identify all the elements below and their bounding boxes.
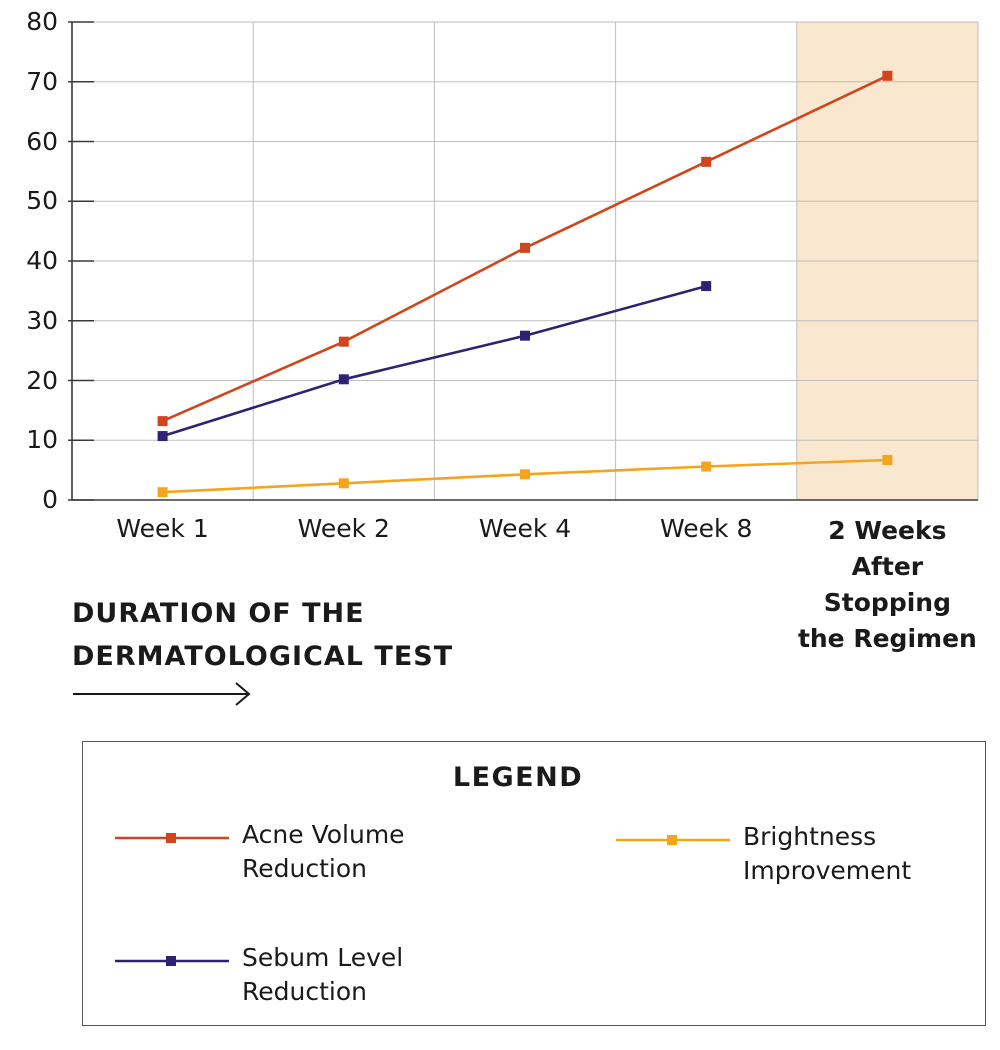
x-axis-title-line-2: DERMATOLOGICAL TEST xyxy=(72,641,454,672)
y-tick-label: 80 xyxy=(26,7,58,36)
x-tick-label: Week 2 xyxy=(297,514,390,543)
x-tick-label-line: the Regimen xyxy=(797,624,977,653)
data-point-acne-volume-reduction xyxy=(882,70,893,81)
y-tick-label: 70 xyxy=(26,66,58,96)
legend-title: LEGEND xyxy=(452,762,584,793)
x-tick-label-line: After xyxy=(851,552,924,581)
y-tick-label: 50 xyxy=(26,186,58,216)
x-tick-label: Week 1 xyxy=(116,514,209,543)
legend-item-acne-volume-reduction: Acne Volume Reduction xyxy=(115,818,495,898)
y-tick-label: 60 xyxy=(26,126,58,156)
legend-label-acne: Acne Volume Reduction xyxy=(242,820,405,883)
legend-item-brightness-improvement: Brightness Improvement xyxy=(616,820,996,900)
y-tick-label: 40 xyxy=(26,246,58,275)
x-axis-title-line-1: DURATION OF THE xyxy=(72,598,365,629)
data-point-brightness-improvement xyxy=(701,461,712,472)
y-tick-label: 30 xyxy=(26,305,58,335)
data-point-brightness-improvement xyxy=(338,478,349,489)
data-point-brightness-improvement xyxy=(882,454,893,465)
legend-swatch-acne xyxy=(115,833,229,843)
data-point-acne-volume-reduction xyxy=(701,156,712,167)
x-tick-label-line: 2 Weeks xyxy=(828,516,947,545)
data-point-acne-volume-reduction xyxy=(338,336,349,347)
y-tick-label: 20 xyxy=(26,365,58,395)
legend-label-sebum: Sebum Level Reduction xyxy=(242,943,404,1006)
x-axis-title: DURATION OF THE DERMATOLOGICAL TEST xyxy=(72,592,492,678)
legend-swatch-brightness xyxy=(616,835,730,845)
y-tick-label: 10 xyxy=(26,425,58,455)
right-arrow-icon xyxy=(73,682,251,706)
line-chart xyxy=(68,21,979,501)
x-tick-label: Week 4 xyxy=(478,514,572,543)
legend-label-brightness: Brightness Improvement xyxy=(743,822,912,885)
legend: LEGEND Acne Volume Reduction Brightness … xyxy=(82,741,986,1026)
data-point-sebum-level-reduction xyxy=(338,374,349,385)
data-point-acne-volume-reduction xyxy=(157,416,168,427)
data-point-brightness-improvement xyxy=(520,469,530,480)
y-tick-label: 0 xyxy=(42,485,58,514)
series-line-sebum-level-reduction xyxy=(162,284,707,438)
data-point-sebum-level-reduction xyxy=(701,281,712,292)
legend-item-sebum-level-reduction: Sebum Level Reduction xyxy=(115,941,495,1021)
legend-swatch-sebum xyxy=(115,956,229,966)
data-point-sebum-level-reduction xyxy=(520,330,530,341)
x-tick-label: 2 Weeks After Stopping the Regimen xyxy=(787,513,987,657)
data-point-acne-volume-reduction xyxy=(520,242,530,253)
x-tick-label-line: Stopping xyxy=(823,588,951,617)
data-point-sebum-level-reduction xyxy=(157,431,168,442)
x-tick-label: Week 8 xyxy=(660,514,753,543)
data-point-brightness-improvement xyxy=(157,487,168,498)
